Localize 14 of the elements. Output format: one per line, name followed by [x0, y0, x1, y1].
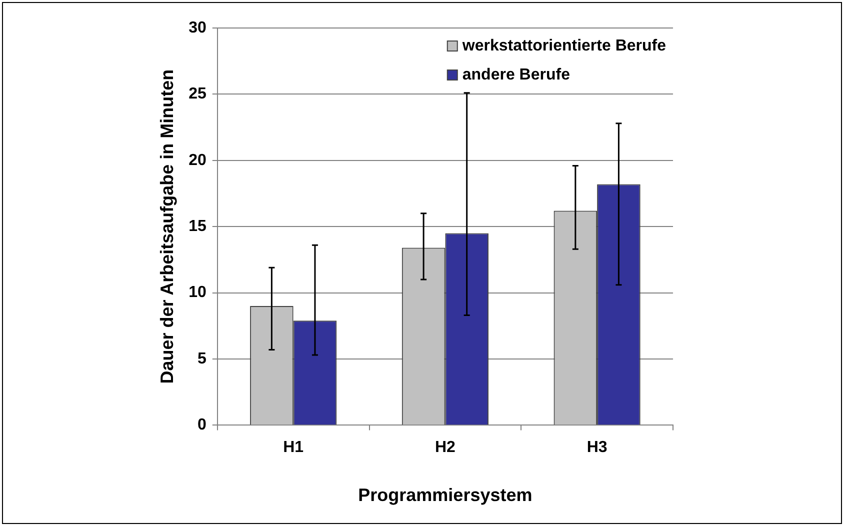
y-tick-label: 20	[188, 152, 206, 169]
y-tick-label: 10	[188, 284, 206, 302]
x-axis-title: Programmiersystem	[358, 485, 532, 506]
legend-label: werkstattorientierte Berufe	[461, 37, 666, 54]
y-tick-label: 15	[188, 218, 206, 236]
y-tick-label: 30	[188, 19, 206, 36]
y-axis-title: Dauer der Arbeitsaufgabe in Minuten	[156, 69, 177, 384]
x-tick-label: H2	[434, 439, 456, 456]
y-tick-label: 0	[197, 416, 206, 434]
legend-label: andere Berufe	[462, 66, 570, 84]
y-tick-label: 25	[188, 86, 206, 103]
x-tick-label: H3	[586, 439, 608, 456]
y-tick-label: 5	[197, 350, 206, 368]
x-tick-label: H1	[283, 439, 304, 456]
